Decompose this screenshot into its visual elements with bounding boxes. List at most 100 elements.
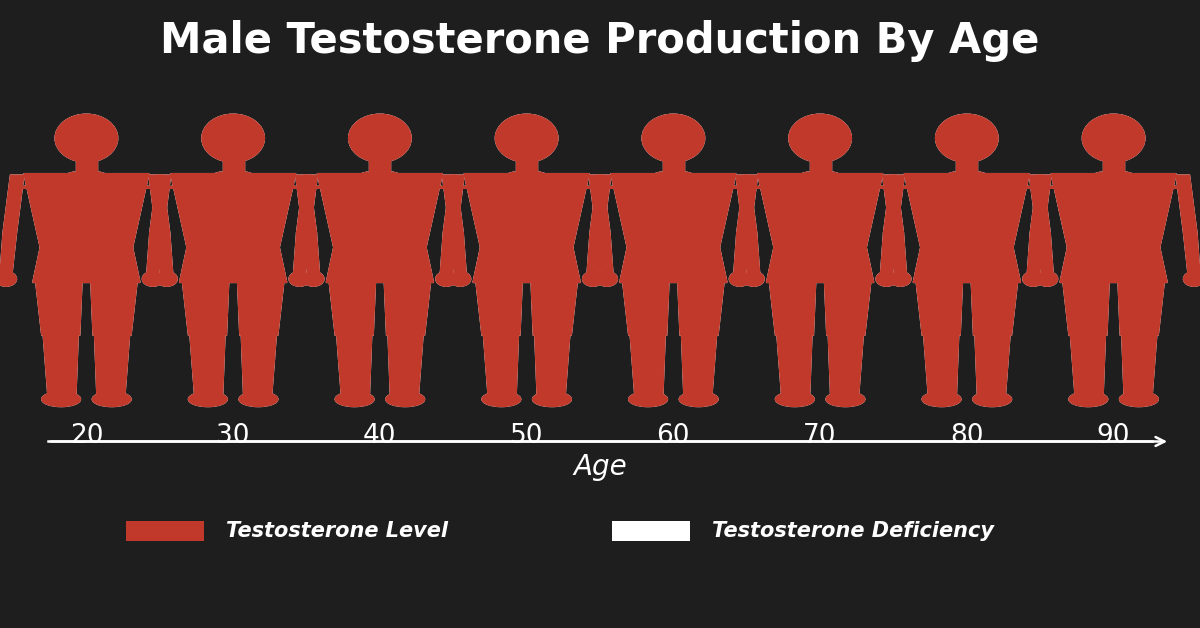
- Ellipse shape: [1022, 271, 1044, 286]
- Ellipse shape: [143, 271, 163, 286]
- Polygon shape: [532, 283, 577, 335]
- Ellipse shape: [496, 114, 558, 162]
- Text: 30: 30: [216, 423, 250, 448]
- Ellipse shape: [629, 392, 667, 406]
- Bar: [126, 521, 204, 541]
- Polygon shape: [464, 174, 589, 247]
- Polygon shape: [1118, 283, 1164, 335]
- Bar: [856, 382, 1079, 405]
- Polygon shape: [0, 233, 17, 274]
- Bar: [76, 156, 97, 172]
- Ellipse shape: [239, 392, 277, 406]
- Polygon shape: [1176, 175, 1196, 233]
- Polygon shape: [757, 174, 883, 247]
- Polygon shape: [464, 174, 589, 247]
- Polygon shape: [736, 175, 757, 233]
- Polygon shape: [1122, 335, 1157, 393]
- Polygon shape: [757, 174, 883, 247]
- Polygon shape: [1037, 233, 1054, 274]
- Ellipse shape: [202, 114, 264, 162]
- Ellipse shape: [973, 392, 1012, 406]
- Polygon shape: [899, 172, 1036, 188]
- Polygon shape: [883, 175, 905, 233]
- Polygon shape: [329, 283, 376, 335]
- Bar: [370, 156, 390, 172]
- Polygon shape: [1031, 175, 1051, 233]
- Polygon shape: [440, 233, 457, 274]
- Ellipse shape: [304, 271, 324, 286]
- Polygon shape: [899, 172, 1036, 188]
- Polygon shape: [630, 335, 665, 393]
- Polygon shape: [317, 174, 443, 247]
- Polygon shape: [1027, 233, 1044, 274]
- Polygon shape: [150, 175, 170, 233]
- Text: 20: 20: [70, 423, 103, 448]
- Ellipse shape: [775, 392, 814, 406]
- Polygon shape: [473, 247, 580, 283]
- Ellipse shape: [289, 271, 310, 286]
- Polygon shape: [1051, 174, 1176, 247]
- Polygon shape: [917, 283, 962, 335]
- Polygon shape: [767, 247, 874, 283]
- Polygon shape: [95, 335, 130, 393]
- Ellipse shape: [973, 392, 1012, 406]
- Bar: [562, 347, 785, 405]
- Polygon shape: [736, 175, 757, 233]
- Polygon shape: [1027, 233, 1044, 274]
- Ellipse shape: [239, 392, 277, 406]
- Polygon shape: [24, 174, 149, 247]
- Bar: [662, 156, 684, 172]
- Ellipse shape: [482, 392, 521, 406]
- Ellipse shape: [42, 392, 80, 406]
- Polygon shape: [149, 175, 169, 233]
- Polygon shape: [1045, 172, 1182, 188]
- Ellipse shape: [335, 392, 374, 406]
- Polygon shape: [384, 283, 431, 335]
- Polygon shape: [1060, 247, 1168, 283]
- Polygon shape: [91, 283, 137, 335]
- Ellipse shape: [1120, 392, 1158, 406]
- Bar: [708, 359, 931, 405]
- Ellipse shape: [775, 392, 814, 406]
- Ellipse shape: [496, 114, 558, 162]
- Ellipse shape: [1120, 392, 1158, 406]
- Text: 50: 50: [510, 423, 544, 448]
- Polygon shape: [241, 335, 276, 393]
- Ellipse shape: [936, 114, 998, 162]
- Polygon shape: [443, 175, 464, 233]
- Polygon shape: [734, 233, 750, 274]
- Ellipse shape: [642, 114, 704, 162]
- Polygon shape: [824, 283, 871, 335]
- Bar: [1103, 156, 1124, 172]
- Polygon shape: [295, 175, 317, 233]
- Ellipse shape: [1069, 392, 1108, 406]
- Polygon shape: [678, 283, 724, 335]
- Polygon shape: [1030, 175, 1050, 233]
- Text: 90: 90: [1097, 423, 1130, 448]
- Ellipse shape: [876, 271, 896, 286]
- Polygon shape: [1070, 335, 1105, 393]
- Ellipse shape: [55, 114, 118, 162]
- Polygon shape: [743, 233, 760, 274]
- Ellipse shape: [304, 271, 324, 286]
- Polygon shape: [1063, 283, 1109, 335]
- Polygon shape: [630, 335, 665, 393]
- Polygon shape: [443, 175, 463, 233]
- Bar: [370, 156, 390, 172]
- Polygon shape: [91, 283, 137, 335]
- Polygon shape: [326, 247, 433, 283]
- Polygon shape: [149, 175, 169, 233]
- Bar: [1002, 391, 1200, 405]
- Polygon shape: [388, 335, 424, 393]
- Polygon shape: [190, 335, 224, 393]
- Bar: [810, 156, 830, 172]
- Polygon shape: [682, 335, 716, 393]
- Text: Testosterone Deficiency: Testosterone Deficiency: [712, 521, 994, 541]
- Ellipse shape: [1069, 392, 1108, 406]
- Polygon shape: [476, 283, 522, 335]
- Polygon shape: [312, 172, 449, 188]
- Polygon shape: [450, 233, 466, 274]
- Polygon shape: [883, 175, 904, 233]
- Bar: [662, 156, 684, 172]
- Polygon shape: [295, 175, 317, 233]
